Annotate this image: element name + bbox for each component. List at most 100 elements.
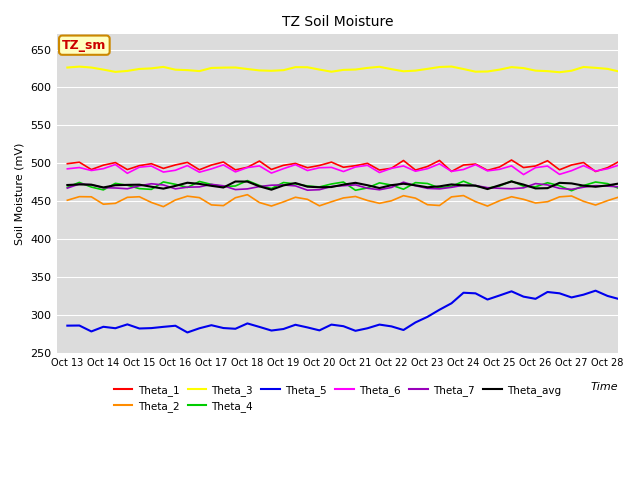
Theta_3	[424, 66, 431, 72]
Theta_4	[388, 182, 396, 188]
Theta_avg	[436, 183, 444, 189]
Theta_7	[136, 183, 143, 189]
Theta_3	[303, 64, 311, 70]
Theta_1	[364, 160, 371, 166]
Theta_5	[364, 325, 371, 331]
Theta_4	[508, 178, 515, 184]
Theta_avg	[136, 182, 143, 188]
Theta_3	[207, 65, 215, 71]
Theta_3	[436, 64, 444, 70]
Theta_7	[159, 182, 167, 188]
Theta_2	[580, 198, 588, 204]
Theta_7	[580, 184, 588, 190]
Theta_2	[484, 203, 492, 209]
Theta_avg	[268, 187, 275, 192]
Theta_3	[592, 65, 600, 71]
Theta_5	[328, 322, 335, 327]
Theta_avg	[111, 182, 119, 188]
Theta_avg	[556, 180, 563, 186]
Theta_6	[124, 170, 131, 176]
Theta_7	[412, 183, 419, 189]
Theta_4	[303, 183, 311, 189]
Theta_7	[111, 185, 119, 191]
Theta_4	[364, 185, 371, 191]
Theta_4	[111, 180, 119, 186]
Theta_7	[63, 185, 71, 191]
Theta_1	[63, 161, 71, 167]
Theta_6	[184, 163, 191, 168]
Theta_2	[351, 193, 359, 199]
Theta_6	[364, 162, 371, 168]
Theta_5	[628, 291, 636, 297]
Theta_1	[532, 163, 540, 169]
Theta_avg	[76, 181, 83, 187]
Theta_avg	[424, 184, 431, 190]
Theta_6	[376, 169, 383, 175]
Theta_4	[88, 184, 95, 190]
Theta_avg	[316, 184, 323, 190]
Theta_3	[508, 64, 515, 70]
Theta_1	[232, 167, 239, 173]
Theta_avg	[220, 185, 227, 191]
Theta_avg	[568, 180, 575, 186]
Theta_7	[184, 184, 191, 190]
Theta_5	[412, 320, 419, 325]
Theta_2	[460, 192, 467, 198]
Theta_1	[580, 160, 588, 166]
Theta_2	[399, 193, 407, 199]
Theta_5	[292, 322, 300, 328]
Theta_6	[255, 163, 263, 169]
Theta_5	[388, 324, 396, 329]
Theta_1	[520, 165, 527, 170]
Theta_1	[340, 164, 348, 170]
Theta_3	[76, 64, 83, 70]
Theta_4	[580, 183, 588, 189]
Theta_6	[99, 166, 107, 171]
Theta_avg	[232, 179, 239, 184]
Theta_1	[508, 157, 515, 163]
Theta_6	[159, 169, 167, 175]
Theta_5	[148, 325, 156, 331]
Theta_5	[616, 296, 623, 302]
Theta_6	[351, 164, 359, 170]
Theta_1	[76, 159, 83, 165]
Line: Theta_4: Theta_4	[67, 180, 632, 191]
Theta_5	[604, 293, 611, 299]
Theta_4	[63, 184, 71, 190]
Theta_5	[424, 314, 431, 320]
Theta_4	[292, 181, 300, 187]
Theta_5	[159, 324, 167, 330]
Theta_4	[520, 183, 527, 189]
Theta_1	[592, 168, 600, 174]
Theta_3	[556, 69, 563, 75]
Theta_6	[328, 165, 335, 170]
Theta_7	[376, 187, 383, 192]
Theta_6	[148, 163, 156, 169]
Theta_3	[184, 67, 191, 73]
Theta_2	[412, 195, 419, 201]
Theta_6	[604, 166, 611, 172]
Theta_3	[111, 69, 119, 75]
Theta_1	[303, 165, 311, 170]
Theta_2	[159, 204, 167, 210]
Theta_6	[136, 164, 143, 170]
Theta_2	[616, 194, 623, 200]
Theta_4	[472, 183, 479, 189]
Theta_7	[255, 184, 263, 190]
Theta_5	[232, 326, 239, 332]
Theta_5	[520, 294, 527, 300]
Theta_3	[460, 66, 467, 72]
Theta_4	[99, 187, 107, 193]
Theta_2	[172, 197, 179, 203]
Theta_1	[196, 167, 204, 173]
Theta_6	[412, 168, 419, 174]
Theta_5	[580, 292, 588, 298]
Theta_4	[532, 184, 540, 190]
Theta_2	[532, 200, 540, 206]
Theta_7	[592, 183, 600, 189]
Theta_6	[556, 171, 563, 177]
Theta_1	[472, 161, 479, 167]
Theta_1	[484, 168, 492, 173]
Theta_avg	[124, 182, 131, 188]
Theta_2	[136, 194, 143, 200]
